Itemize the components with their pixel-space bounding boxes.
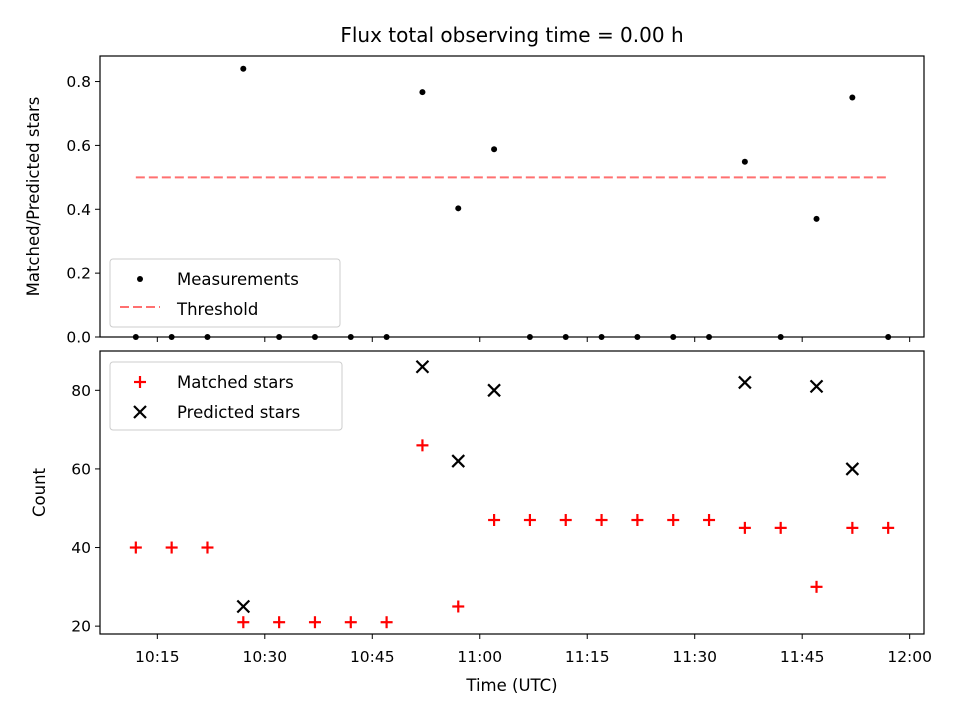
x-tick-label: 10:15 xyxy=(135,648,180,666)
bottom-panel-counts: 20 40 60 80 10:15 10:30 10:45 11:00 11:15 11:30 11… xyxy=(30,350,932,695)
predicted-star-point xyxy=(451,454,466,468)
matched-star-point xyxy=(380,616,393,629)
legend: Matched stars Predicted stars xyxy=(109,361,343,431)
measurement-point xyxy=(741,158,748,165)
matched-star-point xyxy=(452,600,465,613)
predicted-star-point xyxy=(845,462,860,476)
matched-star-point xyxy=(129,541,142,554)
legend-measurement-swatch xyxy=(137,276,143,282)
matched-star-point xyxy=(774,521,787,534)
x-tick-label: 10:45 xyxy=(350,648,395,666)
y-tick-label: 0.4 xyxy=(66,201,91,219)
measurement-point xyxy=(526,334,533,340)
y-tick-label: 40 xyxy=(71,539,91,557)
y-axis-title: Matched/Predicted stars xyxy=(24,97,43,297)
legend-box xyxy=(109,258,341,328)
measurement-point xyxy=(813,215,820,222)
x-tick-label: 11:45 xyxy=(780,648,825,666)
measurement-point xyxy=(168,334,175,340)
matched-star-point xyxy=(810,580,823,593)
x-b xyxy=(451,454,466,468)
predicted-star-point xyxy=(487,383,501,398)
matched-star-point xyxy=(237,616,250,629)
legend-label: Threshold xyxy=(176,300,258,319)
measurement-point xyxy=(347,334,354,340)
matched-star-point xyxy=(201,541,214,554)
matched-star-point xyxy=(631,514,644,527)
measurement-point xyxy=(419,89,426,96)
legend-x-b xyxy=(133,405,147,419)
y-tick-label: 0.6 xyxy=(66,137,91,155)
measurement-point xyxy=(276,334,283,340)
measurement-point xyxy=(132,334,139,340)
predicted-star-point xyxy=(415,359,430,374)
measurement-point xyxy=(634,334,641,340)
y-axis-title: Count xyxy=(30,467,49,517)
top-panel-ratio: 0.0 0.2 0.4 0.6 0.8 Matched/Predicted stars Me… xyxy=(24,55,925,347)
matched-star-point xyxy=(667,514,680,527)
axes-frame xyxy=(99,350,925,635)
x-b xyxy=(487,383,501,398)
measurement-point xyxy=(240,65,247,72)
measurement-point xyxy=(849,94,856,101)
matched-star-point xyxy=(488,514,501,527)
measurement-point xyxy=(598,334,605,340)
matched-star-point xyxy=(523,514,536,527)
y-tick-label: 0.0 xyxy=(66,329,91,347)
measurement-point xyxy=(562,334,569,340)
measurement-point xyxy=(777,334,784,340)
y-tick-label: 0.2 xyxy=(66,265,91,283)
legend-label: Measurements xyxy=(177,270,299,289)
predicted-star-point xyxy=(738,375,752,390)
x-b xyxy=(809,379,824,394)
x-axis-title: Time (UTC) xyxy=(465,676,557,695)
measurement-point xyxy=(204,334,211,340)
matched-star-point xyxy=(344,616,357,629)
chart-title: Flux total observing time = 0.00 h xyxy=(340,23,683,47)
matched-star-point xyxy=(846,521,859,534)
measurement-point xyxy=(491,146,498,153)
matched-star-point xyxy=(416,439,429,452)
predicted-star-point xyxy=(236,599,251,614)
measurement-point xyxy=(311,334,318,340)
matched-star-point xyxy=(882,521,895,534)
measurement-point xyxy=(455,205,462,212)
y-tick-label: 80 xyxy=(71,382,91,400)
x-tick-label: 12:00 xyxy=(887,648,932,666)
axes-frame xyxy=(99,55,925,338)
measurement-point xyxy=(706,334,713,340)
x-tick-label: 10:30 xyxy=(242,648,287,666)
x-b xyxy=(415,359,430,374)
y-tick-label: 60 xyxy=(71,460,91,478)
matched-star-point xyxy=(559,514,572,527)
legend-box xyxy=(109,361,343,431)
x-b xyxy=(738,375,752,390)
matched-star-point xyxy=(165,541,178,554)
matched-star-point xyxy=(273,616,286,629)
predicted-star-point xyxy=(809,379,824,394)
measurement-point xyxy=(670,334,677,340)
y-tick-label: 0.8 xyxy=(66,73,91,91)
measurement-point xyxy=(885,334,892,340)
measurement-point xyxy=(383,334,390,340)
legend-label: Predicted stars xyxy=(177,403,300,422)
x-tick-label: 11:15 xyxy=(565,648,610,666)
matched-star-point xyxy=(308,616,321,629)
matched-star-point xyxy=(738,521,751,534)
matched-star-point xyxy=(703,514,716,527)
y-tick-label: 20 xyxy=(71,618,91,636)
x-tick-label: 11:00 xyxy=(457,648,502,666)
matched-star-point xyxy=(595,514,608,527)
x-b xyxy=(236,599,251,614)
x-tick-label: 11:30 xyxy=(672,648,717,666)
x-b xyxy=(845,462,860,476)
legend: Measurements Threshold xyxy=(109,258,341,328)
legend-label: Matched stars xyxy=(177,373,294,392)
